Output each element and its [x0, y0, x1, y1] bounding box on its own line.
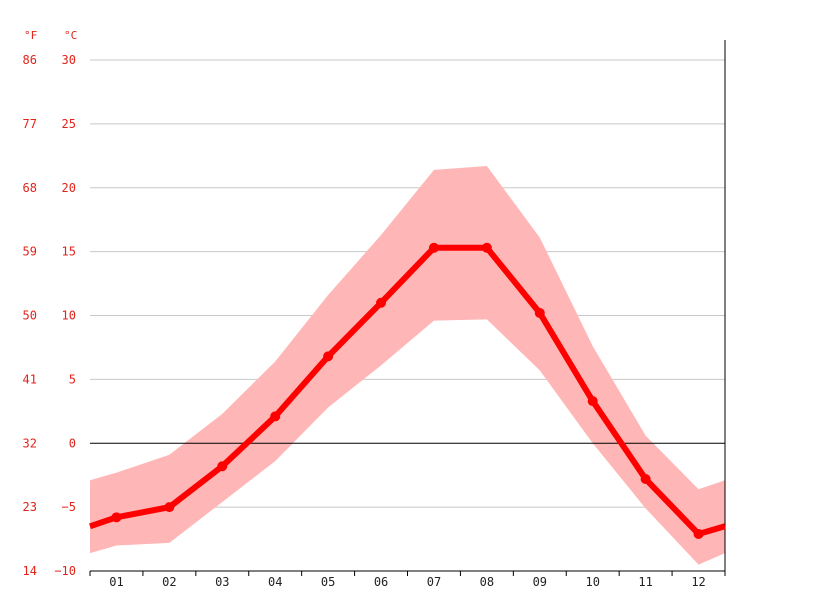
axis-labels: °F °C 30 86 25 77 20 68 15 59 10 50 5 41 0 32 −5 23 −10 1… — [23, 29, 78, 578]
data-point — [428, 242, 439, 253]
temperature-range-band — [90, 166, 725, 565]
y-tick-celsius: 20 — [62, 181, 76, 195]
x-tick-label: 07 — [427, 575, 441, 589]
x-tick-label: 05 — [321, 575, 335, 589]
y-tick-celsius: 25 — [62, 117, 76, 131]
data-point — [640, 474, 651, 485]
x-tick-label: 03 — [215, 575, 229, 589]
x-tick-label: 12 — [691, 575, 705, 589]
celsius-unit-label: °C — [64, 29, 77, 42]
y-tick-fahrenheit: 59 — [23, 245, 37, 259]
x-ticks: 01 02 03 04 05 06 07 08 09 10 11 12 — [89, 571, 726, 589]
y-tick-fahrenheit: 86 — [23, 53, 37, 67]
x-tick-label: 04 — [268, 575, 282, 589]
x-tick-label: 09 — [533, 575, 547, 589]
y-tick-fahrenheit: 68 — [23, 181, 37, 195]
data-point — [111, 512, 122, 523]
y-tick-fahrenheit: 41 — [23, 372, 37, 386]
data-points — [111, 242, 704, 539]
x-tick-label: 10 — [585, 575, 599, 589]
y-tick-celsius: 10 — [62, 309, 76, 323]
y-tick-fahrenheit: 77 — [23, 117, 37, 131]
data-point — [217, 461, 228, 472]
fahrenheit-unit-label: °F — [24, 29, 37, 42]
x-tick-label: 11 — [638, 575, 652, 589]
x-tick-label: 01 — [109, 575, 123, 589]
data-point — [481, 242, 492, 253]
x-tick-label: 02 — [162, 575, 176, 589]
data-point — [270, 411, 281, 422]
y-tick-fahrenheit: 23 — [23, 500, 37, 514]
data-point — [534, 307, 545, 318]
data-point — [587, 396, 598, 407]
y-tick-fahrenheit: 32 — [23, 436, 37, 450]
data-point — [323, 351, 334, 362]
y-tick-celsius: 0 — [69, 436, 76, 450]
x-tick-label: 06 — [374, 575, 388, 589]
y-tick-celsius: 5 — [69, 372, 76, 386]
y-tick-celsius: 15 — [62, 245, 76, 259]
y-tick-celsius: −10 — [54, 564, 76, 578]
y-tick-celsius: 30 — [62, 53, 76, 67]
data-point — [693, 528, 704, 539]
mean-temperature-line — [89, 244, 726, 537]
x-tick-label: 08 — [480, 575, 494, 589]
data-point — [164, 502, 175, 513]
y-tick-celsius: −5 — [62, 500, 76, 514]
y-tick-fahrenheit: 50 — [23, 309, 37, 323]
data-point — [376, 297, 387, 308]
y-tick-fahrenheit: 14 — [23, 564, 37, 578]
